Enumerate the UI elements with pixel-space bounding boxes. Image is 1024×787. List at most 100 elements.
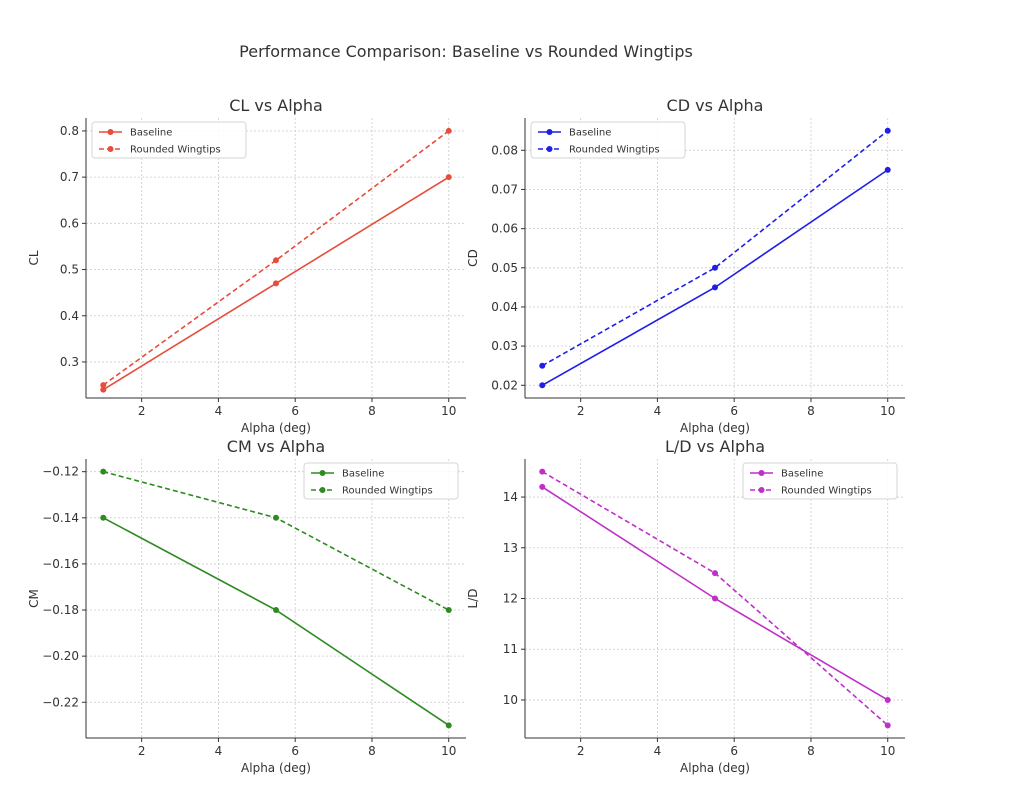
legend-label-baseline: Baseline bbox=[569, 128, 611, 139]
x-tick-label: 4 bbox=[215, 404, 223, 418]
legend-label-rounded-wingtips: Rounded Wingtips bbox=[342, 486, 433, 497]
legend-marker-baseline bbox=[758, 470, 765, 476]
data-point-rounded-wingtips bbox=[539, 468, 546, 475]
y-axis-label: CL bbox=[27, 250, 41, 265]
legend-label-rounded-wingtips: Rounded Wingtips bbox=[130, 145, 221, 156]
x-tick-label: 10 bbox=[441, 744, 456, 758]
data-point-rounded-wingtips bbox=[884, 722, 891, 729]
x-tick-label: 6 bbox=[730, 744, 738, 758]
chart-cd: 2 4 6 8 10 0.02 0.03 0.04 0.05 0.06 0.07 0.08 CD vs … bbox=[466, 96, 905, 435]
x-tick-label: 10 bbox=[880, 744, 895, 758]
chart-title: CM vs Alpha bbox=[227, 437, 325, 456]
legend: Baseline Rounded Wingtips bbox=[742, 462, 898, 500]
y-tick-label: 0.02 bbox=[491, 378, 518, 392]
y-tick-label: 0.08 bbox=[491, 143, 518, 157]
y-tick-label: 0.04 bbox=[491, 300, 518, 314]
legend-frame bbox=[742, 462, 898, 500]
x-tick-label: 8 bbox=[368, 404, 376, 418]
chart-title: L/D vs Alpha bbox=[665, 437, 765, 456]
data-point-baseline bbox=[273, 607, 279, 614]
y-tick-label: 0.07 bbox=[491, 182, 518, 196]
y-tick-label: 0.4 bbox=[60, 309, 79, 323]
data-point-baseline bbox=[445, 722, 452, 729]
series-line-rounded-wingtips bbox=[102, 130, 450, 386]
y-tick-label: −0.18 bbox=[42, 603, 79, 617]
legend-label-baseline: Baseline bbox=[342, 469, 384, 480]
data-point-baseline bbox=[712, 595, 718, 602]
x-tick-label: 6 bbox=[291, 744, 299, 758]
data-point-rounded-wingtips bbox=[712, 570, 718, 577]
legend-frame bbox=[530, 121, 686, 159]
data-point-baseline bbox=[273, 280, 279, 287]
legend: Baseline Rounded Wingtips bbox=[303, 462, 459, 500]
y-axis-label: CM bbox=[27, 589, 41, 608]
chart-l-d: 2 4 6 8 10 10 11 12 13 14 L/D vs Alpha Alpha (deg) L… bbox=[466, 437, 905, 775]
figure-title: Performance Comparison: Baseline vs Roun… bbox=[239, 42, 693, 61]
data-point-baseline bbox=[884, 696, 891, 703]
y-tick-label: 13 bbox=[503, 541, 518, 555]
legend-marker-baseline bbox=[319, 470, 326, 476]
chart-title: CD vs Alpha bbox=[667, 96, 764, 115]
y-tick-label: 14 bbox=[503, 490, 518, 504]
legend: Baseline Rounded Wingtips bbox=[530, 121, 686, 159]
y-tick-label: 11 bbox=[503, 642, 518, 656]
x-tick-label: 2 bbox=[577, 744, 585, 758]
x-tick-label: 8 bbox=[807, 404, 815, 418]
data-point-rounded-wingtips bbox=[100, 382, 107, 389]
legend: Baseline Rounded Wingtips bbox=[91, 121, 247, 159]
y-tick-label: 0.6 bbox=[60, 216, 79, 230]
legend-label-baseline: Baseline bbox=[130, 128, 172, 139]
data-point-rounded-wingtips bbox=[273, 514, 279, 521]
data-point-rounded-wingtips bbox=[884, 127, 891, 134]
legend-label-rounded-wingtips: Rounded Wingtips bbox=[569, 145, 660, 156]
data-point-baseline bbox=[884, 166, 891, 173]
x-tick-label: 4 bbox=[654, 404, 662, 418]
chart-panels: 2 4 6 8 10 0.3 0.4 0.5 0.6 0.7 0.8 CL vs Alpha Alpha… bbox=[27, 96, 905, 775]
legend-marker-rounded-wingtips bbox=[758, 487, 765, 493]
legend-marker-rounded-wingtips bbox=[319, 487, 326, 493]
y-tick-label: −0.16 bbox=[42, 557, 79, 571]
chart-cm: 2 4 6 8 10 −0.12 −0.14 −0.16 −0.18 −0.20 −0.22 CM v… bbox=[27, 437, 466, 775]
data-point-rounded-wingtips bbox=[445, 607, 452, 614]
legend-marker-baseline bbox=[107, 129, 114, 135]
x-tick-label: 6 bbox=[730, 404, 738, 418]
y-tick-label: 10 bbox=[503, 693, 518, 707]
legend-label-rounded-wingtips: Rounded Wingtips bbox=[781, 486, 872, 497]
y-tick-label: 0.05 bbox=[491, 261, 518, 275]
series-line-baseline bbox=[102, 517, 450, 726]
data-point-rounded-wingtips bbox=[100, 468, 107, 475]
x-axis-label: Alpha (deg) bbox=[241, 421, 311, 435]
y-tick-label: 0.03 bbox=[491, 339, 518, 353]
y-tick-label: −0.22 bbox=[42, 695, 79, 709]
legend-frame bbox=[303, 462, 459, 500]
data-point-baseline bbox=[539, 382, 546, 389]
chart-cl: 2 4 6 8 10 0.3 0.4 0.5 0.6 0.7 0.8 CL vs Alpha Alpha… bbox=[27, 96, 466, 435]
x-tick-label: 10 bbox=[880, 404, 895, 418]
y-tick-label: 0.06 bbox=[491, 222, 518, 236]
x-tick-label: 4 bbox=[215, 744, 223, 758]
y-tick-label: −0.14 bbox=[42, 511, 79, 525]
legend-marker-rounded-wingtips bbox=[546, 146, 553, 152]
x-tick-label: 8 bbox=[368, 744, 376, 758]
data-point-rounded-wingtips bbox=[539, 362, 546, 369]
y-axis-label: L/D bbox=[466, 589, 480, 609]
x-axis-label: Alpha (deg) bbox=[680, 421, 750, 435]
y-tick-label: 0.3 bbox=[60, 355, 79, 369]
data-point-baseline bbox=[539, 483, 546, 490]
series-line-baseline bbox=[541, 169, 889, 386]
series-line-rounded-wingtips bbox=[541, 130, 889, 367]
data-point-rounded-wingtips bbox=[273, 257, 279, 264]
y-tick-label: −0.12 bbox=[42, 465, 79, 479]
x-axis-label: Alpha (deg) bbox=[680, 761, 750, 775]
y-tick-label: 0.8 bbox=[60, 124, 79, 138]
x-tick-label: 2 bbox=[138, 404, 146, 418]
x-tick-label: 8 bbox=[807, 744, 815, 758]
y-tick-label: 0.5 bbox=[60, 263, 79, 277]
legend-marker-baseline bbox=[546, 129, 553, 135]
data-point-baseline bbox=[100, 386, 107, 393]
y-tick-label: −0.20 bbox=[42, 649, 79, 663]
x-tick-label: 10 bbox=[441, 404, 456, 418]
x-axis-label: Alpha (deg) bbox=[241, 761, 311, 775]
legend-frame bbox=[91, 121, 247, 159]
